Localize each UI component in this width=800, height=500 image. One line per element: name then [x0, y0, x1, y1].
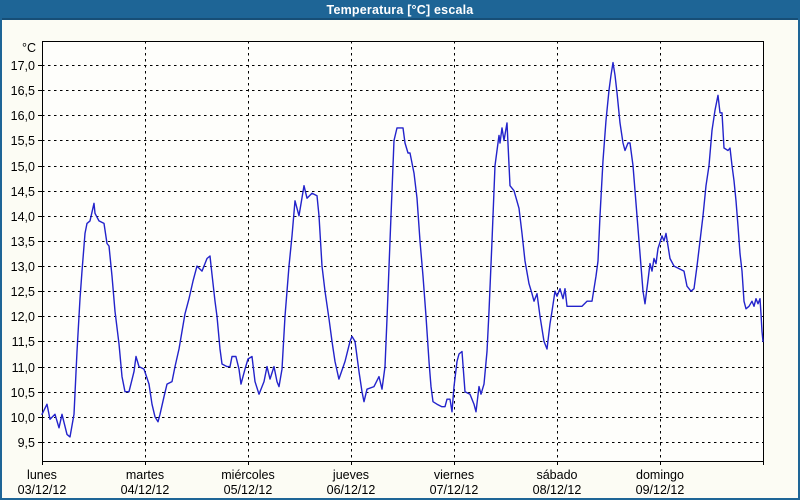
y-tick-label: 11,5	[12, 335, 35, 349]
y-tick-label: 11,0	[12, 361, 35, 375]
x-day-name-label: sábado	[536, 468, 577, 482]
x-day-name-label: viernes	[434, 468, 474, 482]
y-tick-label: 12,5	[11, 285, 35, 299]
y-tick-label: 16,5	[11, 84, 35, 98]
window-title: Temperatura [°C] escala	[326, 3, 474, 17]
temperature-line	[41, 61, 764, 438]
x-day-date-label: 04/12/12	[121, 483, 170, 496]
x-day-date-label: 08/12/12	[533, 483, 582, 496]
y-tick-label: 10,5	[11, 386, 35, 400]
y-tick-label: 13,0	[11, 260, 35, 274]
x-day-date-label: 03/12/12	[18, 483, 67, 496]
y-tick-label: 12,0	[11, 310, 35, 324]
y-tick-label: 17,0	[11, 59, 35, 73]
x-day-date-label: 07/12/12	[430, 483, 479, 496]
x-day-name-label: lunes	[27, 468, 57, 482]
x-day-date-label: 06/12/12	[327, 483, 376, 496]
y-tick-label: 14,0	[11, 210, 35, 224]
y-tick-label: 13,5	[11, 235, 35, 249]
x-day-date-label: 09/12/12	[636, 483, 685, 496]
x-day-name-label: martes	[126, 468, 164, 482]
y-tick-label: 16,0	[11, 109, 35, 123]
window-title-bar: Temperatura [°C] escala	[2, 0, 798, 20]
x-day-name-label: miércoles	[221, 468, 275, 482]
y-tick-label: 10,0	[11, 411, 35, 425]
x-day-name-label: jueves	[332, 468, 369, 482]
y-tick-label: 15,5	[11, 134, 35, 148]
chart-plot-area	[42, 41, 763, 461]
y-tick-label: 15,0	[11, 160, 35, 174]
y-tick-label: 9,5	[18, 436, 35, 450]
plot-border	[42, 41, 764, 462]
y-axis-unit-label: °C	[22, 41, 36, 55]
y-tick-label: 14,5	[11, 185, 35, 199]
x-day-name-label: domingo	[636, 468, 684, 482]
x-day-date-label: 05/12/12	[224, 483, 273, 496]
